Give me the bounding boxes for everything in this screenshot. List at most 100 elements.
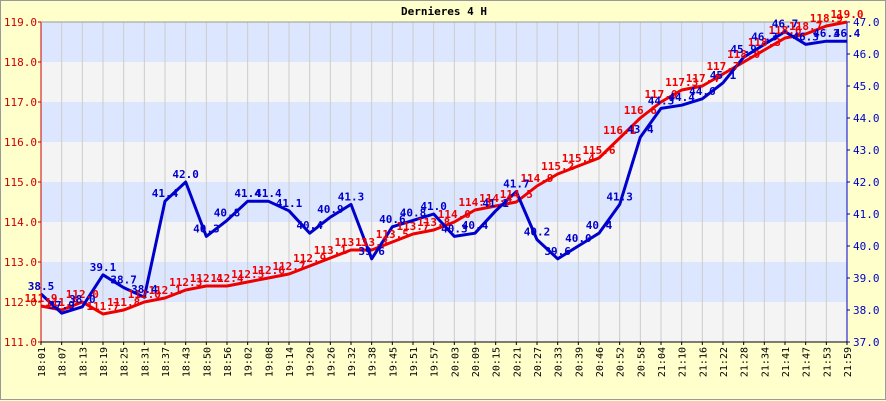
red-data-label: 117.3 — [665, 76, 698, 89]
blue-data-label: 41.3 — [606, 190, 633, 203]
x-tick-label: 21:59 — [843, 347, 854, 377]
blue-data-label: 41.0 — [420, 200, 447, 213]
chart-title: Dernieres 4 H — [401, 5, 487, 18]
blue-data-label: 38.7 — [110, 274, 137, 287]
red-data-label: 112.5 — [231, 268, 264, 281]
x-tick-label: 21:34 — [760, 347, 771, 377]
x-tick-label: 20:58 — [636, 347, 647, 377]
x-tick-label: 21:10 — [678, 347, 689, 377]
left-axis-ticks: 111.0 112.0 113.0 114.0 115.0 116.0 117.0 118.0… — [4, 16, 41, 349]
blue-data-label: 41.7 — [503, 178, 530, 191]
x-tick-label: 20:39 — [574, 347, 585, 377]
blue-data-label: 39.6 — [358, 245, 385, 258]
blue-data-label: 41.1 — [276, 197, 303, 210]
blue-data-label: 37.9 — [48, 299, 75, 312]
blue-data-label: 46.4 — [834, 27, 861, 40]
red-data-label: 113.8 — [417, 216, 450, 229]
plot-band — [41, 22, 847, 62]
red-data-label: 116.1 — [603, 124, 636, 137]
blue-data-label: 41.4 — [234, 187, 261, 200]
right-tick-label: 39.0 — [853, 272, 880, 285]
blue-data-label: 40.4 — [462, 219, 489, 232]
plot-band — [41, 302, 847, 342]
blue-data-label: 38.0 — [69, 293, 96, 306]
blue-data-label: 44.6 — [689, 85, 716, 98]
red-data-label: 112.0 — [128, 288, 161, 301]
x-tick-label: 21:47 — [802, 347, 813, 377]
red-data-label: 114.3 — [458, 196, 491, 209]
blue-data-label: 40.8 — [214, 206, 241, 219]
red-data-label: 114.9 — [520, 172, 553, 185]
right-tick-label: 44.0 — [853, 112, 880, 125]
blue-data-label: 40.9 — [317, 203, 344, 216]
right-tick-label: 46.0 — [853, 48, 880, 61]
x-tick-label: 20:27 — [533, 347, 544, 377]
red-data-label: 113.1 — [314, 244, 347, 257]
left-tick-label: 115.0 — [4, 176, 37, 189]
x-tick-label: 19:32 — [347, 347, 358, 377]
blue-data-label: 46.7 — [772, 18, 799, 31]
red-data-label: 117.4 — [686, 72, 719, 85]
red-data-label: 113.5 — [376, 228, 409, 241]
x-tick-label: 19:38 — [368, 347, 379, 377]
x-tick-label: 18:13 — [78, 347, 89, 377]
red-data-label: 118.9 — [810, 12, 843, 25]
x-tick-label: 20:33 — [554, 347, 565, 377]
left-tick-label: 117.0 — [4, 96, 37, 109]
blue-data-label: 44.4 — [668, 91, 695, 104]
red-data-label: 116.6 — [624, 104, 657, 117]
right-tick-label: 41.0 — [853, 208, 880, 221]
red-data-label: 112.9 — [293, 252, 326, 265]
red-data-label: 112.1 — [148, 284, 181, 297]
blue-data-label: 39.6 — [544, 245, 571, 258]
red-data-label: 112.4 — [210, 272, 243, 285]
blue-data-label: 46.3 — [813, 27, 840, 40]
x-tick-label: 21:04 — [657, 347, 668, 377]
left-tick-label: 116.0 — [4, 136, 37, 149]
x-tick-label: 20:21 — [512, 347, 523, 377]
red-data-label: 112.3 — [169, 276, 202, 289]
left-tick-label: 118.0 — [4, 56, 37, 69]
left-tick-label: 114.0 — [4, 216, 37, 229]
red-data-label: 112.4 — [190, 272, 223, 285]
blue-data-label: 43.4 — [627, 123, 654, 136]
red-data-label: 115.6 — [582, 144, 615, 157]
red-data-label: 112.7 — [272, 260, 305, 273]
blue-data-label: 40.2 — [524, 226, 551, 239]
x-tick-label: 19:45 — [388, 347, 399, 377]
x-tick-label: 18:01 — [37, 347, 48, 377]
red-data-label: 113.3 — [334, 236, 367, 249]
red-data-label: 111.7 — [86, 300, 119, 313]
right-axis-ticks: 37.0 38.0 39.0 40.0 41.0 42.0 43.0 44.0 45.0 46.0… — [847, 16, 880, 349]
plot-background — [41, 22, 847, 342]
x-tick-label: 21:53 — [822, 347, 833, 377]
x-tick-label: 19:02 — [244, 347, 255, 377]
red-data-label: 117.7 — [706, 60, 739, 73]
x-tick-label: 20:03 — [450, 347, 461, 377]
x-tick-label: 18:37 — [161, 347, 172, 377]
blue-data-label: 45.9 — [730, 43, 757, 56]
x-tick-label: 19:08 — [264, 347, 275, 377]
x-tick-label: 18:50 — [202, 347, 213, 377]
red-data-label: 119.0 — [830, 8, 863, 21]
blue-data-label: 40.4 — [586, 219, 613, 232]
x-tick-label: 21:16 — [698, 347, 709, 377]
x-tick-label: 19:26 — [326, 347, 337, 377]
red-data-label: 113.3 — [355, 236, 388, 249]
x-tick-label: 20:46 — [595, 347, 606, 377]
right-tick-label: 42.0 — [853, 176, 880, 189]
blue-data-label: 38.5 — [28, 280, 55, 293]
red-data-label: 112.6 — [252, 264, 285, 277]
x-tick-label: 19:51 — [409, 347, 420, 377]
x-tick-label: 18:31 — [140, 347, 151, 377]
right-tick-label: 47.0 — [853, 16, 880, 29]
right-tick-label: 38.0 — [853, 304, 880, 317]
red-data-label: 118.0 — [727, 48, 760, 61]
blue-data-label: 38.4 — [131, 283, 158, 296]
blue-data-label: 40.8 — [400, 206, 427, 219]
red-data-label: 118.3 — [748, 36, 781, 49]
blue-data-label: 41.1 — [482, 197, 509, 210]
red-data-label: 115.2 — [541, 160, 574, 173]
blue-data-label: 41.4 — [152, 187, 179, 200]
